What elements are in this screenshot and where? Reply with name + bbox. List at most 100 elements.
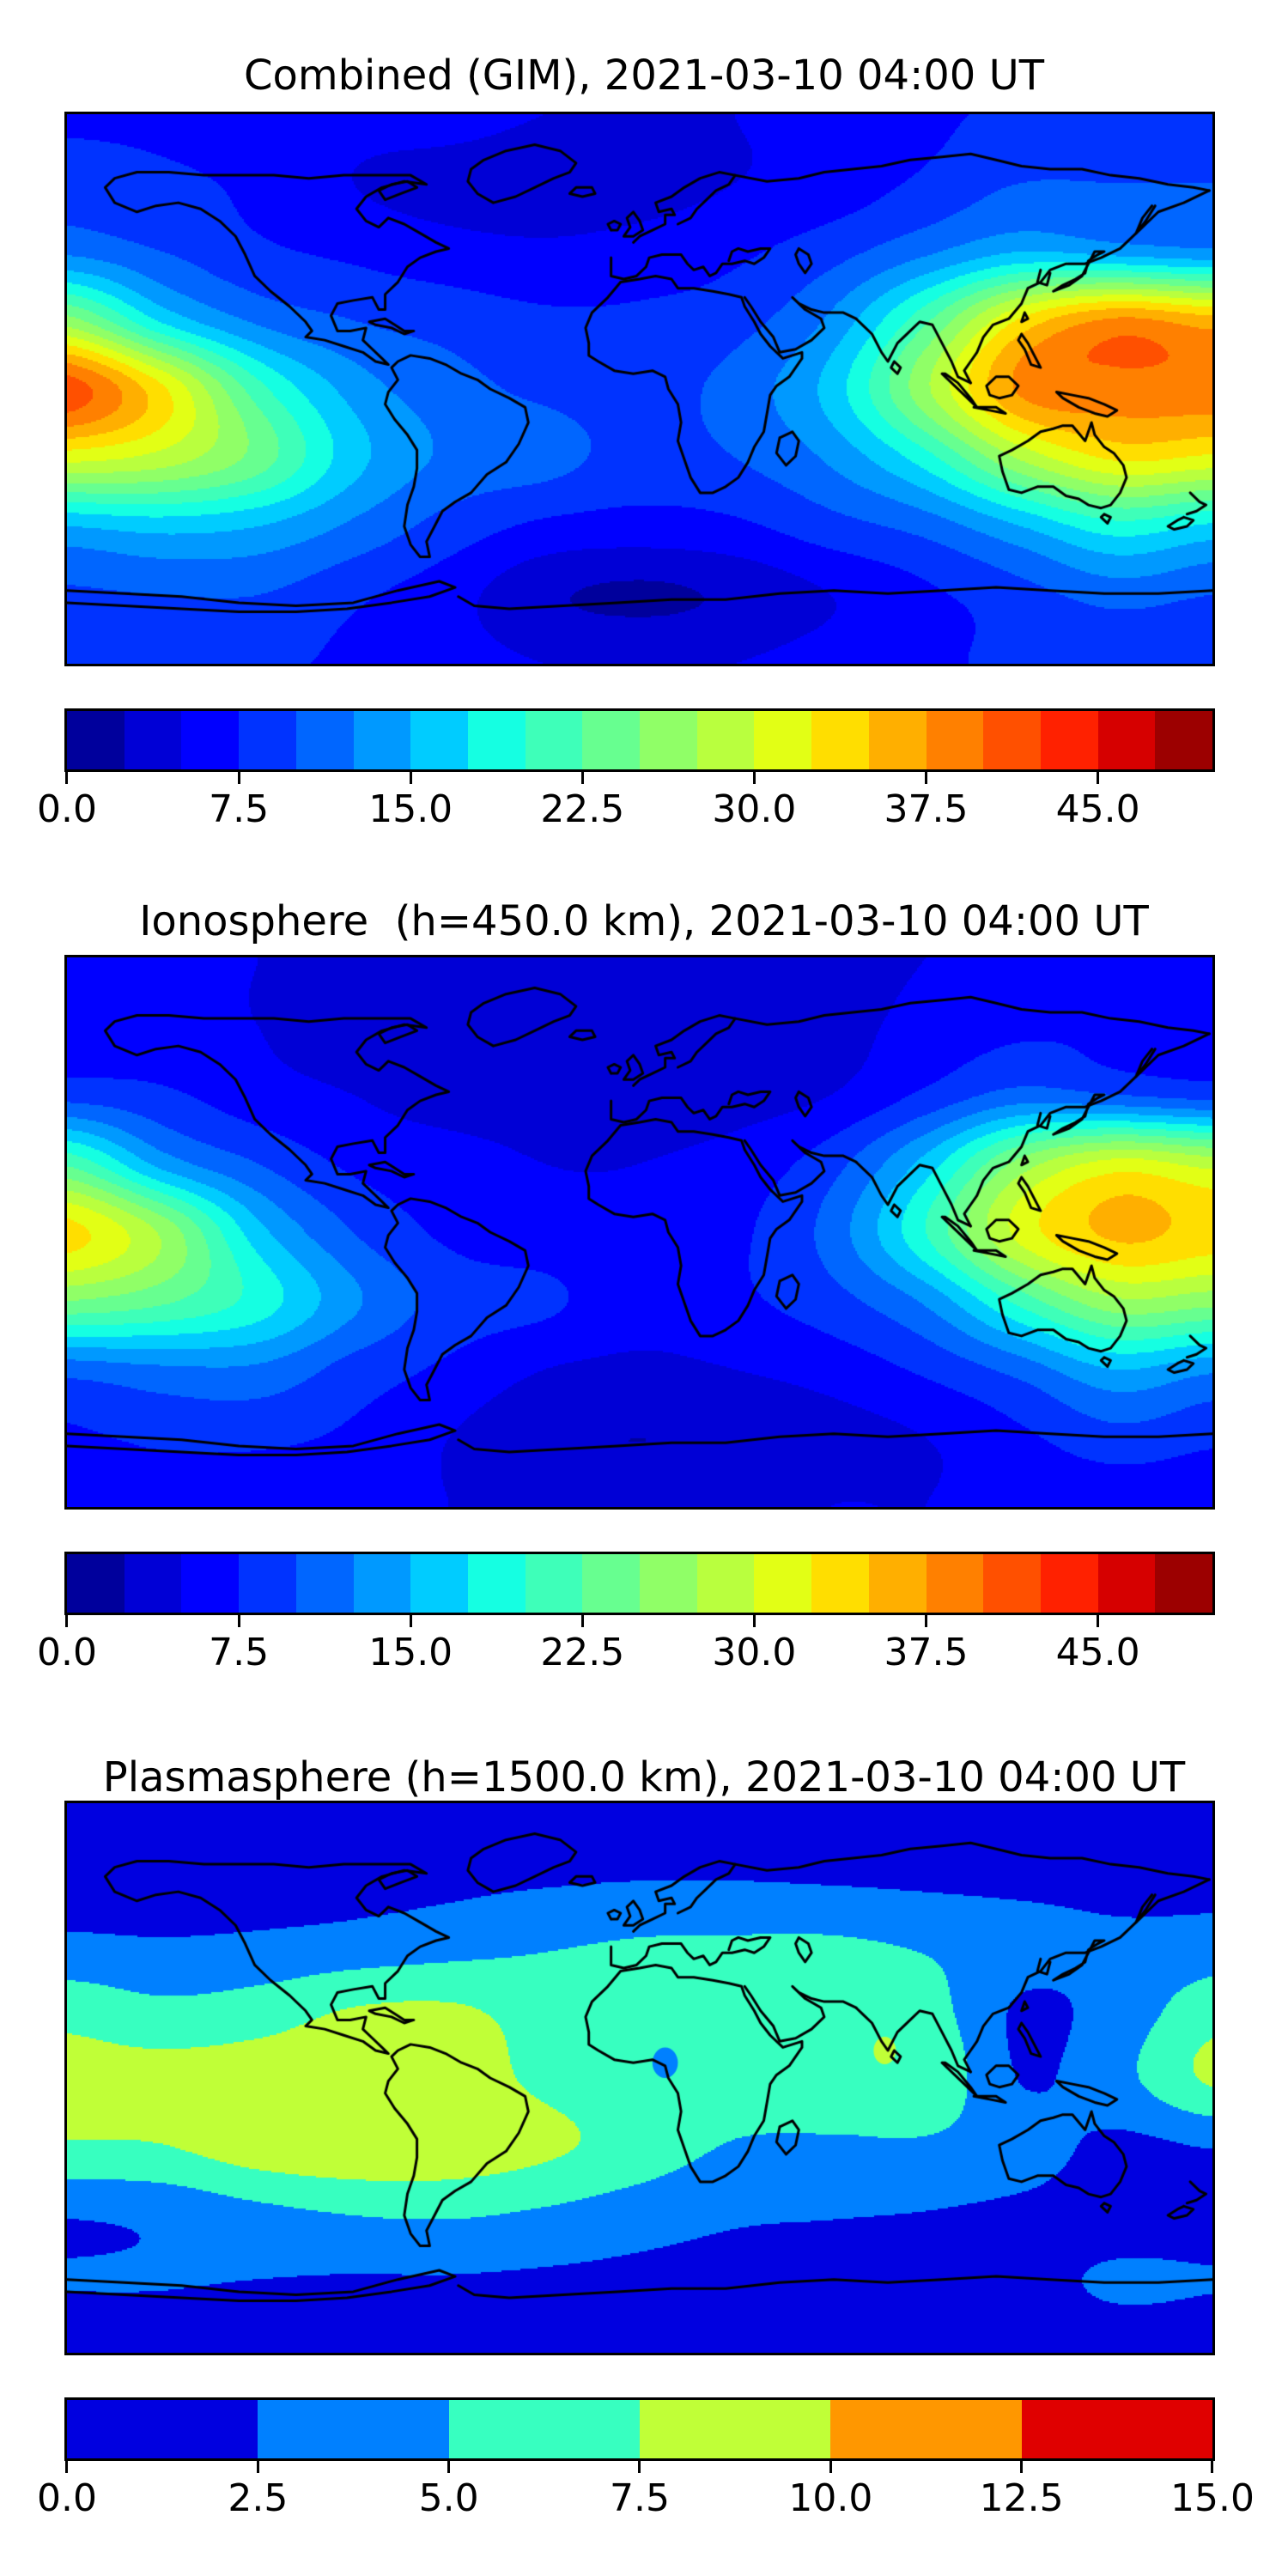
colorbar-tick-label: 45.0 [1055, 1631, 1140, 1674]
colorbar-segment [67, 711, 125, 769]
colorbar-tick-label: 22.5 [540, 787, 625, 831]
colorbar-tick-mark [925, 772, 927, 784]
colorbar-segment [983, 711, 1041, 769]
colorbar-tick-mark [65, 772, 69, 784]
colorbar-segment [1021, 2400, 1212, 2458]
colorbar-tick-mark [580, 772, 584, 784]
colorbar-tick-mark [752, 1615, 756, 1627]
colorbar-segment [525, 711, 583, 769]
colorbar-tick-mark [1097, 1615, 1100, 1627]
colorbar-tick: 45.0 [1056, 1615, 1140, 1674]
colorbar-segment [467, 711, 526, 769]
colorbar-segment [639, 2400, 831, 2458]
colorbar-segment [295, 1554, 354, 1613]
colorbar-segment [353, 1554, 411, 1613]
colorbar-segment [1097, 711, 1156, 769]
colorbar-segment [1155, 711, 1213, 769]
colorbar-tick-label: 22.5 [540, 1631, 625, 1674]
colorbar-segment [1097, 1554, 1156, 1613]
colorbar-segment [696, 1554, 755, 1613]
colorbar-segment [448, 2400, 640, 2458]
colorbar-tick-mark [409, 1615, 412, 1627]
colorbar-segment [124, 711, 182, 769]
colorbar-tick-label: 15.0 [368, 787, 453, 831]
colorbar-segment [67, 2400, 258, 2458]
colorbar-tick-label: 15.0 [1170, 2476, 1255, 2520]
colorbar-tick-label: 30.0 [712, 787, 797, 831]
colorbar-tick-mark [409, 772, 412, 784]
colorbar-ionosphere [64, 1552, 1215, 1615]
colorbar-segment [811, 711, 869, 769]
colorbar-tick-label: 5.0 [418, 2476, 479, 2520]
colorbar-segment [868, 711, 927, 769]
panel-title-combined: Combined (GIM), 2021-03-10 04:00 UT [243, 52, 1045, 100]
colorbar-tick-label: 30.0 [712, 1631, 797, 1674]
colorbar-ticks-ionosphere: 0.0 7.5 15.0 22.5 30.0 37.5 45.0 [37, 1615, 1212, 1697]
colorbar-segment [124, 1554, 182, 1613]
colorbar-tick-mark [65, 2461, 69, 2473]
colorbar-segment [696, 711, 755, 769]
colorbar-tick: 15.0 [368, 772, 453, 830]
colorbar-tick: 15.0 [368, 1615, 453, 1674]
colorbar-segment [410, 711, 468, 769]
colorbar-tick-mark [237, 772, 240, 784]
colorbar-tick: 15.0 [1170, 2461, 1255, 2519]
colorbar-tick: 0.0 [37, 1615, 97, 1674]
colorbar-segment [239, 1554, 296, 1613]
colorbar-segment [1040, 711, 1098, 769]
colorbar-tick-mark [237, 1615, 240, 1627]
colorbar-tick-mark [65, 1615, 69, 1627]
colorbar-tick-mark [752, 772, 756, 784]
colorbar-segment [525, 1554, 583, 1613]
colorbar-tick: 0.0 [37, 772, 97, 830]
colorbar-tick-label: 0.0 [37, 1631, 97, 1674]
colorbar-segment [181, 711, 240, 769]
colorbar-segment [811, 1554, 869, 1613]
colorbar-tick: 45.0 [1056, 772, 1140, 830]
colorbar-tick: 22.5 [540, 772, 624, 830]
panel-title-ionosphere: Ionosphere (h=450.0 km), 2021-03-10 04:0… [139, 897, 1149, 945]
colorbar-tick-label: 12.5 [979, 2476, 1064, 2520]
colorbar-tick-label: 37.5 [884, 1631, 969, 1674]
world-map-plasmasphere [64, 1801, 1215, 2355]
colorbar-tick-label: 0.0 [37, 787, 97, 831]
colorbar-tick-label: 7.5 [209, 787, 270, 831]
colorbar-tick-mark [447, 2461, 451, 2473]
colorbar-segment [640, 1554, 697, 1613]
colorbar-segment [467, 1554, 526, 1613]
colorbar-segment [1155, 1554, 1213, 1613]
colorbar-tick-mark [638, 2461, 641, 2473]
colorbar-tick: 7.5 [209, 1615, 269, 1674]
world-map-ionosphere [64, 955, 1215, 1510]
colorbar-combined [64, 708, 1215, 772]
colorbar-tick: 30.0 [712, 1615, 796, 1674]
colorbar-segment [353, 711, 411, 769]
colorbar-tick-mark [1020, 2461, 1024, 2473]
colorbar-tick: 37.5 [884, 1615, 969, 1674]
colorbar-tick: 7.5 [610, 2461, 670, 2519]
colorbar-tick: 12.5 [980, 2461, 1064, 2519]
colorbar-segment [868, 1554, 927, 1613]
colorbar-segment [258, 2400, 449, 2458]
colorbar-segment [181, 1554, 240, 1613]
colorbar-tick-label: 0.0 [37, 2476, 97, 2520]
colorbar-tick-mark [256, 2461, 259, 2473]
colorbar-segment [582, 711, 641, 769]
colorbar-segment [983, 1554, 1041, 1613]
colorbar-segment [239, 711, 296, 769]
colorbar-tick-label: 7.5 [209, 1631, 270, 1674]
colorbar-segment [410, 1554, 468, 1613]
colorbar-tick: 30.0 [712, 772, 796, 830]
colorbar-tick: 2.5 [228, 2461, 288, 2519]
panel-title-plasmasphere: Plasmasphere (h=1500.0 km), 2021-03-10 0… [102, 1753, 1186, 1801]
colorbar-tick: 7.5 [209, 772, 269, 830]
colorbar-tick-label: 2.5 [228, 2476, 289, 2520]
colorbar-tick: 37.5 [884, 772, 968, 830]
colorbar-tick-label: 10.0 [788, 2476, 873, 2520]
colorbar-ticks-plasmasphere: 0.0 2.5 5.0 7.5 10.0 12.5 15.0 [37, 2461, 1255, 2543]
colorbar-segment [640, 711, 697, 769]
colorbar-tick-label: 45.0 [1055, 787, 1140, 831]
world-map-combined [64, 112, 1215, 666]
colorbar-segment [1040, 1554, 1098, 1613]
colorbar-segment [754, 1554, 812, 1613]
